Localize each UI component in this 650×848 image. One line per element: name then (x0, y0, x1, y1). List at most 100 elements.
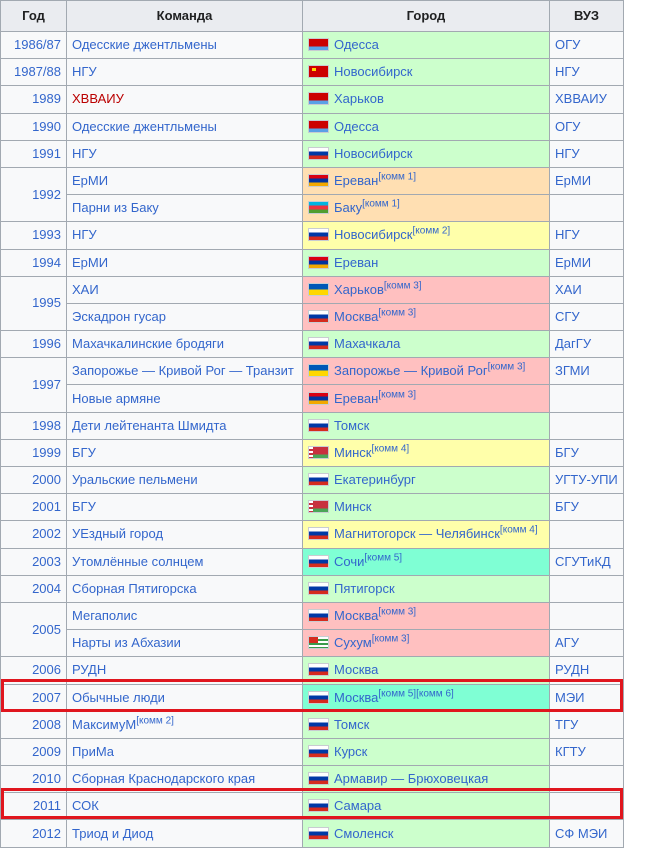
team-link[interactable]: НГУ (66, 139, 303, 168)
vuz-link[interactable]: ТГУ (549, 710, 624, 739)
team-link[interactable]: Махачкалинские бродяги (66, 330, 303, 359)
city-link[interactable]: Томск (334, 716, 370, 732)
team-link[interactable]: Парни из Баку (66, 194, 303, 223)
city-link[interactable]: Москва (334, 662, 379, 678)
vuz-link[interactable]: ХВВАИУ (549, 85, 624, 114)
city-link[interactable]: Томск (334, 417, 370, 433)
team-link-missing[interactable]: ХВВАИУ (66, 85, 303, 114)
footnote-ref[interactable]: [комм 5][комм 6] (378, 688, 454, 700)
year-link[interactable]: 1987/88 (0, 58, 67, 87)
header-year[interactable]: Год (0, 0, 67, 32)
vuz-link[interactable]: ДагГУ (549, 330, 624, 359)
city-link[interactable]: Смоленск (334, 825, 394, 841)
city-link[interactable]: Одесса (334, 118, 379, 134)
year-link[interactable]: 1997 (0, 357, 67, 413)
team-link[interactable]: Одесские джентльмены (66, 30, 303, 60)
city-link[interactable]: Екатеринбург (334, 472, 416, 488)
team-link[interactable]: Триод и Диод (66, 819, 303, 848)
team-link[interactable]: Новые армяне (66, 384, 303, 413)
year-link[interactable]: 1994 (0, 248, 67, 277)
team-link[interactable]: Дети лейтенанта Шмидта (66, 411, 303, 440)
team-link[interactable]: НГУ (66, 58, 303, 87)
city-link[interactable]: Сухум (334, 635, 372, 651)
year-link[interactable]: 2009 (0, 737, 67, 767)
vuz-link[interactable]: ОГУ (549, 112, 624, 141)
city-link[interactable]: Москва (334, 689, 379, 705)
city-link[interactable]: Баку (334, 200, 363, 216)
team-link[interactable]: МаксимуМ (72, 716, 137, 732)
year-link[interactable]: 1996 (0, 330, 67, 359)
vuz-link[interactable]: КГТУ (549, 737, 624, 767)
team-link[interactable]: Запорожье — Кривой Рог — Транзит (66, 357, 303, 386)
team-link[interactable]: ХАИ (66, 275, 303, 304)
footnote-ref[interactable]: [комм 3] (371, 633, 410, 645)
team-link[interactable]: Эскадрон гусар (66, 302, 303, 332)
vuz-link[interactable]: ЕрМИ (549, 248, 624, 277)
team-link[interactable]: Мегаполис (66, 601, 303, 631)
footnote-ref[interactable]: [комм 3] (378, 606, 417, 618)
vuz-link[interactable]: СГУТиКД (549, 547, 624, 576)
vuz-link[interactable]: МЭИ (549, 683, 624, 712)
team-link[interactable]: БГУ (66, 438, 303, 468)
vuz-link[interactable]: СФ МЭИ (549, 819, 624, 848)
footnote-ref[interactable]: [комм 3] (378, 389, 417, 401)
vuz-link[interactable]: АГУ (549, 629, 624, 658)
vuz-link[interactable]: УГТУ-УПИ (549, 465, 624, 495)
city-link[interactable]: Новосибирск (334, 145, 413, 161)
city-link[interactable]: Армавир — Брюховецкая (334, 771, 489, 787)
team-link[interactable]: БГУ (66, 493, 303, 522)
vuz-link[interactable]: НГУ (549, 58, 624, 87)
year-link[interactable]: 2000 (0, 465, 67, 495)
city-link[interactable]: Пятигорск (334, 580, 395, 596)
vuz-link[interactable]: ОГУ (549, 30, 624, 60)
team-link[interactable]: СОК (66, 792, 303, 821)
year-link[interactable]: 2007 (0, 683, 67, 712)
footnote-ref[interactable]: [комм 3] (378, 307, 417, 319)
footnote-ref[interactable]: [комм 1] (362, 198, 400, 210)
city-link[interactable]: Махачкала (334, 336, 401, 352)
city-link[interactable]: Одесса (334, 37, 379, 53)
city-link[interactable]: Сочи (334, 553, 365, 569)
year-link[interactable]: 1990 (0, 112, 67, 141)
team-link[interactable]: ЕрМИ (66, 248, 303, 277)
year-link[interactable]: 1999 (0, 438, 67, 468)
footnote-ref[interactable]: [комм 3] (383, 280, 422, 292)
year-link[interactable]: 1991 (0, 139, 67, 168)
year-link[interactable]: 2002 (0, 520, 67, 549)
city-link[interactable]: Курск (334, 743, 368, 759)
team-link[interactable]: Уральские пельмени (66, 465, 303, 495)
year-link[interactable]: 2008 (0, 710, 67, 739)
vuz-link[interactable]: НГУ (549, 139, 624, 168)
city-link[interactable]: Ереван (334, 173, 379, 189)
city-link[interactable]: Новосибирск (334, 227, 413, 243)
year-link[interactable]: 2005 (0, 601, 67, 658)
header-vuz[interactable]: ВУЗ (549, 0, 624, 32)
team-link[interactable]: УЕздный город (66, 520, 303, 549)
city-link[interactable]: Запорожье — Кривой Рог (334, 363, 488, 379)
footnote-ref[interactable]: [комм 2] (412, 226, 451, 238)
year-link[interactable]: 1995 (0, 275, 67, 332)
vuz-link[interactable]: ЕрМИ (549, 166, 624, 196)
footnote-ref[interactable]: [комм 4] (371, 443, 410, 455)
year-link[interactable]: 1992 (0, 166, 67, 223)
city-link[interactable]: Самара (334, 798, 382, 814)
footnote-ref[interactable]: [комм 4] (499, 525, 538, 537)
city-link[interactable]: Новосибирск (334, 64, 413, 80)
city-link[interactable]: Магнитогорск — Челябинск (334, 526, 500, 542)
city-link[interactable]: Ереван (334, 254, 379, 270)
team-link[interactable]: Сборная Пятигорска (66, 574, 303, 603)
city-link[interactable]: Минск (334, 444, 372, 460)
year-link[interactable]: 2001 (0, 493, 67, 522)
vuz-link[interactable]: СГУ (549, 302, 624, 332)
footnote-ref[interactable]: [комм 2] (136, 715, 174, 727)
city-link[interactable]: Ереван (334, 390, 379, 406)
city-link[interactable]: Харьков (334, 91, 384, 107)
team-link[interactable]: ЕрМИ (66, 166, 303, 196)
city-link[interactable]: Минск (334, 499, 372, 515)
footnote-ref[interactable]: [комм 3] (487, 362, 526, 374)
year-link[interactable]: 2003 (0, 547, 67, 576)
year-link[interactable]: 1998 (0, 411, 67, 440)
city-link[interactable]: Харьков (334, 281, 384, 297)
year-link[interactable]: 1986/87 (0, 30, 67, 60)
team-link[interactable]: ПриМа (66, 737, 303, 767)
